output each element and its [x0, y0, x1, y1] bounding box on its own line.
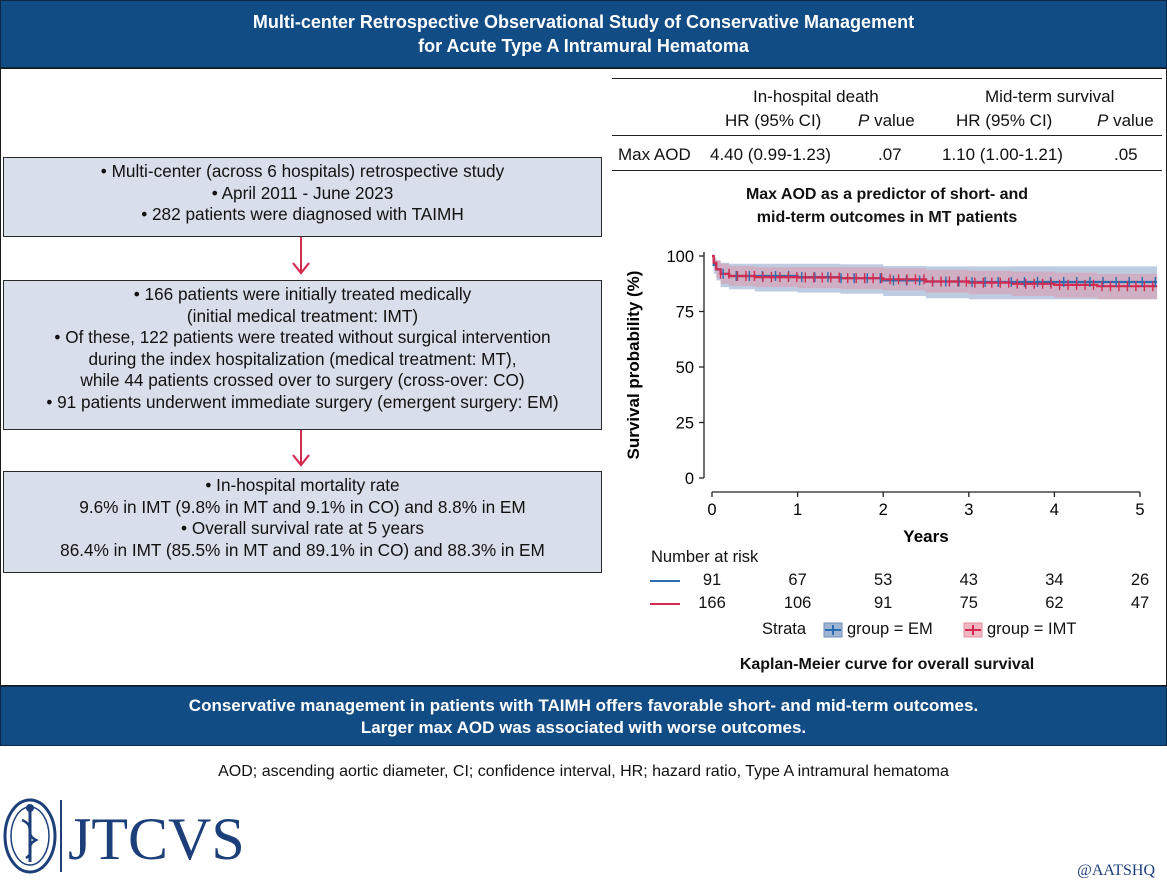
y-tick-label: 75 [676, 304, 694, 322]
legend-title: Strata [762, 620, 807, 638]
aats-seal-icon [3, 798, 57, 874]
social-handle: @AATSHQ [1077, 862, 1155, 879]
x-tick-label: 2 [879, 501, 888, 519]
ci-band-imt [712, 256, 1158, 300]
risk-count: 166 [698, 594, 726, 612]
flow-arrow-2 [292, 430, 310, 467]
box-text: while 44 patients crossed over to surger… [80, 370, 525, 391]
risk-count: 43 [959, 571, 978, 589]
y-axis-label: Survival probability (%) [624, 271, 643, 460]
box-text: (initial medical treatment: IMT) [186, 305, 419, 326]
box-text: • Of these, 122 patients were treated wi… [54, 327, 551, 348]
risk-count: 91 [702, 571, 722, 589]
y-tick-label: 25 [676, 415, 694, 433]
legend-em-symbol [823, 622, 843, 638]
risk-row-imt-swatch [650, 603, 680, 605]
risk-count: 47 [1130, 594, 1150, 612]
risk-count: 62 [1045, 594, 1064, 612]
title-banner: Multi-center Retrospective Observational… [0, 0, 1167, 68]
logo-divider [60, 800, 62, 872]
box-text: 86.4% in IMT (85.5% in MT and 89.1% in C… [60, 539, 545, 560]
x-axis-label: Years [903, 527, 948, 546]
km-chart: 0 25 50 75 100 0 1 2 3 4 5 Years Survival probabil… [624, 248, 1158, 546]
p-value-2: .05 [1114, 145, 1138, 164]
conclusion-line-1: Conservative management in patients with… [188, 696, 979, 715]
p-col-header-2: P value [1097, 111, 1154, 130]
risk-count: 75 [959, 594, 978, 612]
x-tick-label: 3 [964, 501, 973, 519]
box-text: • Overall survival rate at 5 years [181, 518, 424, 539]
legend-imt-symbol [963, 622, 983, 638]
risk-count: 26 [1130, 571, 1150, 589]
title-line-2: for Acute Type A Intramural Hematoma [418, 36, 749, 56]
chart-title-line-1: Max AOD as a predictor of short- and [745, 186, 1029, 203]
hr-table-mid-rule [612, 135, 1162, 136]
study-design-box: • Multi-center (across 6 hospitals) retr… [3, 157, 602, 237]
risk-count: 91 [874, 594, 893, 612]
box-text: • 282 patients were diagnosed with TAIMH [141, 204, 464, 225]
legend-imt-label: group = IMT [987, 620, 1077, 638]
y-tick-label: 50 [676, 359, 694, 377]
journal-logo: JTCVS [68, 806, 245, 872]
x-tick-label: 5 [1135, 501, 1144, 519]
risk-table-label: Number at risk [651, 548, 759, 566]
title-line-1: Multi-center Retrospective Observational… [252, 12, 915, 32]
hr-value-1: 4.40 (0.99-1.23) [710, 145, 831, 164]
legend-em-label: group = EM [847, 620, 933, 638]
conclusion-banner: Conservative management in patients with… [0, 686, 1167, 746]
box-text: • April 2011 - June 2023 [211, 182, 394, 203]
risk-count: 67 [788, 571, 807, 589]
box-text: • 91 patients underwent immediate surger… [46, 391, 559, 412]
hr-row-label: Max AOD [618, 145, 691, 164]
chart-title-line-2: mid-term outcomes in MT patients [756, 209, 1018, 226]
hr-value-2: 1.10 (1.00-1.21) [942, 145, 1063, 164]
risk-row-em-swatch [650, 580, 680, 582]
box-text: • 166 patients were initially treated me… [133, 284, 472, 304]
ci-band-em [712, 256, 1158, 300]
x-tick-label: 4 [1050, 501, 1059, 519]
chart-caption: Kaplan-Meier curve for overall survival [739, 656, 1035, 673]
p-value-1: .07 [878, 145, 902, 164]
hr-col-header-2: HR (95% CI) [956, 111, 1053, 130]
hr-col-header-1: HR (95% CI) [725, 111, 822, 130]
x-tick-label: 0 [707, 501, 716, 519]
y-tick-label: 100 [666, 248, 694, 266]
flow-arrow-1 [292, 237, 310, 275]
p-col-header-1: P value [858, 111, 915, 130]
x-tick-label: 1 [793, 501, 802, 519]
risk-count: 106 [783, 594, 812, 612]
hr-table-bottom-rule [612, 170, 1162, 171]
hr-group-mid-term: Mid-term survival [985, 87, 1115, 106]
y-tick-label: 0 [685, 470, 694, 488]
treatment-groups-box: • 166 patients were initially treated me… [3, 280, 602, 430]
conclusion-line-2: Larger max AOD was associated with worse… [360, 718, 807, 737]
box-text: 9.6% in IMT (9.8% in MT and 9.1% in CO) … [79, 496, 526, 517]
box-text: during the index hospitalization (medica… [88, 348, 517, 369]
abbreviations-note: AOD; ascending aortic diameter, CI; conf… [218, 763, 949, 780]
hr-group-in-hospital: In-hospital death [753, 87, 879, 106]
box-text: • In-hospital mortality rate [205, 475, 400, 495]
risk-count: 34 [1045, 571, 1064, 589]
outcomes-box: • In-hospital mortality rate 9.6% in IMT… [3, 471, 602, 573]
hr-table-top-rule [612, 78, 1162, 79]
box-text: • Multi-center (across 6 hospitals) retr… [100, 161, 505, 181]
risk-count: 53 [874, 571, 893, 589]
